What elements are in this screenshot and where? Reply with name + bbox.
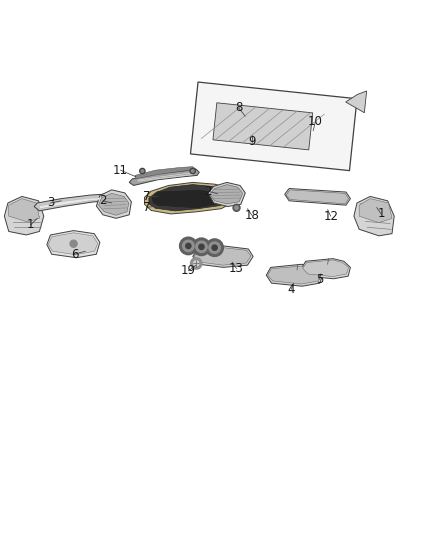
Polygon shape [135,167,196,179]
Text: 2: 2 [204,184,212,198]
Polygon shape [96,190,131,219]
Polygon shape [191,82,357,171]
Polygon shape [99,193,129,215]
Polygon shape [285,189,350,205]
Polygon shape [359,199,392,223]
Polygon shape [286,190,349,204]
Circle shape [235,206,238,209]
Circle shape [233,204,240,211]
Circle shape [180,237,197,255]
Text: 7: 7 [143,190,151,203]
Circle shape [209,242,220,253]
Circle shape [206,239,223,256]
Text: 1: 1 [377,207,385,221]
Circle shape [186,243,191,248]
Circle shape [190,168,195,174]
Circle shape [194,261,199,266]
Circle shape [141,169,144,172]
Polygon shape [145,182,234,214]
Circle shape [212,245,217,251]
Polygon shape [301,259,350,279]
Text: 1: 1 [27,219,35,231]
Circle shape [191,258,202,269]
Text: 4: 4 [287,283,295,296]
Circle shape [70,240,77,247]
Text: 19: 19 [181,264,196,277]
Polygon shape [129,169,199,185]
Circle shape [140,168,145,174]
Text: 9: 9 [248,135,256,148]
Polygon shape [9,199,39,222]
Polygon shape [303,260,349,277]
Text: 13: 13 [229,262,244,275]
Polygon shape [268,266,321,284]
Text: 12: 12 [323,209,338,223]
Text: 10: 10 [308,116,323,128]
Polygon shape [39,197,116,209]
Polygon shape [194,248,251,265]
Polygon shape [149,184,230,211]
Circle shape [193,238,210,255]
Polygon shape [48,233,98,255]
Circle shape [199,244,204,249]
Polygon shape [346,91,367,113]
Polygon shape [47,231,100,258]
Polygon shape [4,197,44,235]
Text: 6: 6 [71,248,78,261]
Text: 2: 2 [99,195,107,207]
Circle shape [196,241,207,253]
Text: 5: 5 [316,273,323,286]
Text: 7: 7 [143,201,151,214]
Text: 8: 8 [235,101,242,115]
Text: 3: 3 [47,197,54,209]
Polygon shape [266,264,323,286]
Circle shape [183,240,194,252]
Polygon shape [34,193,120,211]
Polygon shape [354,197,394,236]
Polygon shape [151,189,226,209]
Polygon shape [193,246,253,268]
Text: 11: 11 [113,164,128,176]
Circle shape [191,169,194,172]
Text: 18: 18 [244,209,259,222]
Polygon shape [210,184,243,204]
Polygon shape [208,182,245,206]
Polygon shape [213,103,313,150]
